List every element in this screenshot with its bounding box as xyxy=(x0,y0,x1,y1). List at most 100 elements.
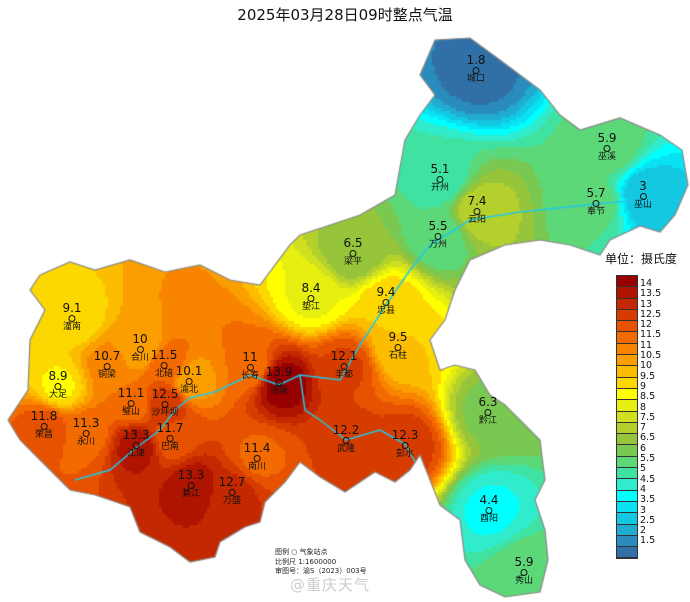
station-value: 11.8 xyxy=(30,409,58,423)
station-name: 万州 xyxy=(428,240,447,250)
station-长寿: 11 长寿 xyxy=(241,351,259,382)
color-swatch xyxy=(617,355,637,367)
color-swatch xyxy=(617,388,637,401)
station-巫山: 3 巫山 xyxy=(634,180,652,211)
station-value: 12.2 xyxy=(332,423,360,437)
station-value: 5.5 xyxy=(428,219,448,233)
station-dot-icon xyxy=(82,430,90,437)
scale-tick-label: 6 xyxy=(640,442,647,454)
color-swatch xyxy=(617,321,637,333)
station-梁平: 6.5 梁平 xyxy=(343,237,362,268)
station-name: 武隆 xyxy=(336,444,355,454)
scale-tick-label: 2.5 xyxy=(640,514,656,526)
station-dot-icon xyxy=(349,250,357,257)
scale-tick-label: 8.5 xyxy=(640,391,656,403)
scale-tick-label: 10.5 xyxy=(640,350,662,362)
station-name: 綦江 xyxy=(181,489,200,499)
station-value: 13.9 xyxy=(265,365,293,379)
station-name: 秀山 xyxy=(514,576,533,586)
station-dot-icon xyxy=(228,489,236,496)
color-swatch xyxy=(617,501,637,514)
station-dot-icon xyxy=(127,400,135,407)
color-swatch xyxy=(617,298,637,310)
station-value: 11.4 xyxy=(243,441,271,455)
station-dot-icon xyxy=(342,437,350,444)
station-dot-icon xyxy=(68,315,76,322)
color-scale-ticks: 14 13.5 13 12.5 12 11.5 11 10.5 10 9.5 9 8.5 8 7.5 7 6.… xyxy=(640,278,662,547)
color-swatch xyxy=(617,366,637,378)
scale-tick-label: 9.5 xyxy=(640,370,656,382)
station-丰都: 12.1 丰都 xyxy=(331,350,358,381)
station-dot-icon xyxy=(54,383,62,390)
station-铜梁: 10.7 铜梁 xyxy=(94,350,121,381)
scale-tick-label: 13 xyxy=(640,298,653,310)
station-name: 云阳 xyxy=(467,215,486,225)
station-酉阳: 4.4 酉阳 xyxy=(479,494,498,525)
scale-tick-label: 7.5 xyxy=(640,411,656,423)
station-value: 8.9 xyxy=(48,369,68,383)
scale-tick-label: 12.5 xyxy=(640,308,662,320)
station-value: 8.4 xyxy=(301,281,321,295)
station-name: 彭水 xyxy=(395,449,414,459)
station-name: 巫溪 xyxy=(597,152,616,162)
station-潼南: 9.1 潼南 xyxy=(62,302,81,333)
scale-tick-label: 10 xyxy=(640,360,653,372)
station-dot-icon xyxy=(485,507,493,514)
station-dot-icon xyxy=(472,67,480,74)
scale-tick-label: 5 xyxy=(640,463,647,475)
station-name: 万盛 xyxy=(222,496,241,506)
station-南川: 11.4 南川 xyxy=(244,442,271,473)
station-name: 奉节 xyxy=(586,207,605,217)
station-name: 梁平 xyxy=(343,257,362,267)
scale-tick-label: 7 xyxy=(640,422,647,434)
station-彭水: 12.3 彭水 xyxy=(392,429,419,460)
station-name: 黔江 xyxy=(478,416,497,426)
station-name: 潼南 xyxy=(62,322,81,332)
station-name: 沙坪坝 xyxy=(151,408,179,418)
station-value: 9.4 xyxy=(376,285,396,299)
station-value: 12.1 xyxy=(330,349,358,363)
station-武隆: 12.2 武隆 xyxy=(333,424,360,455)
station-name: 璧山 xyxy=(121,407,140,417)
station-dot-icon xyxy=(161,401,169,408)
scale-tick-label: 12 xyxy=(640,319,653,331)
station-name: 大足 xyxy=(48,390,67,400)
station-value: 4.4 xyxy=(479,493,499,507)
station-name: 涪陵 xyxy=(269,386,288,396)
scale-tick-label: 4 xyxy=(640,483,647,495)
station-name: 荣昌 xyxy=(34,430,53,440)
color-swatch xyxy=(617,535,637,548)
unit-label: 单位：摄氏度 xyxy=(605,252,678,266)
scale-tick-label: 14 xyxy=(640,278,653,289)
station-value: 13.3 xyxy=(122,428,150,442)
station-name: 长寿 xyxy=(240,371,260,381)
color-swatch xyxy=(617,468,637,480)
station-name: 江津 xyxy=(126,449,145,459)
color-scale-bar xyxy=(616,275,638,560)
legend-line: 图例 ○ 气象站点 xyxy=(275,548,328,556)
color-swatch xyxy=(617,287,637,299)
scale-line: 比例尺 1:1600000 xyxy=(275,557,337,566)
scale-tick-label: 3.5 xyxy=(640,494,656,506)
color-swatch xyxy=(617,422,637,435)
station-云阳: 7.4 云阳 xyxy=(467,195,486,226)
station-开州: 5.1 开州 xyxy=(430,163,449,194)
color-swatch xyxy=(617,309,637,322)
station-name: 永川 xyxy=(76,437,95,447)
color-swatch xyxy=(617,490,637,502)
station-巴南: 11.7 巴南 xyxy=(157,422,184,453)
scale-tick-label: 11.5 xyxy=(640,329,662,341)
color-swatch xyxy=(617,524,637,536)
station-value: 13.3 xyxy=(177,468,205,482)
station-name: 忠县 xyxy=(376,306,395,316)
station-name: 渝北 xyxy=(179,385,198,395)
station-dot-icon xyxy=(136,346,144,353)
station-value: 11.7 xyxy=(156,421,184,435)
station-value: 6.5 xyxy=(343,236,363,250)
station-value: 6.3 xyxy=(478,395,498,409)
station-璧山: 11.1 璧山 xyxy=(118,387,145,418)
station-忠县: 9.4 忠县 xyxy=(376,286,395,317)
station-dot-icon xyxy=(253,455,261,462)
